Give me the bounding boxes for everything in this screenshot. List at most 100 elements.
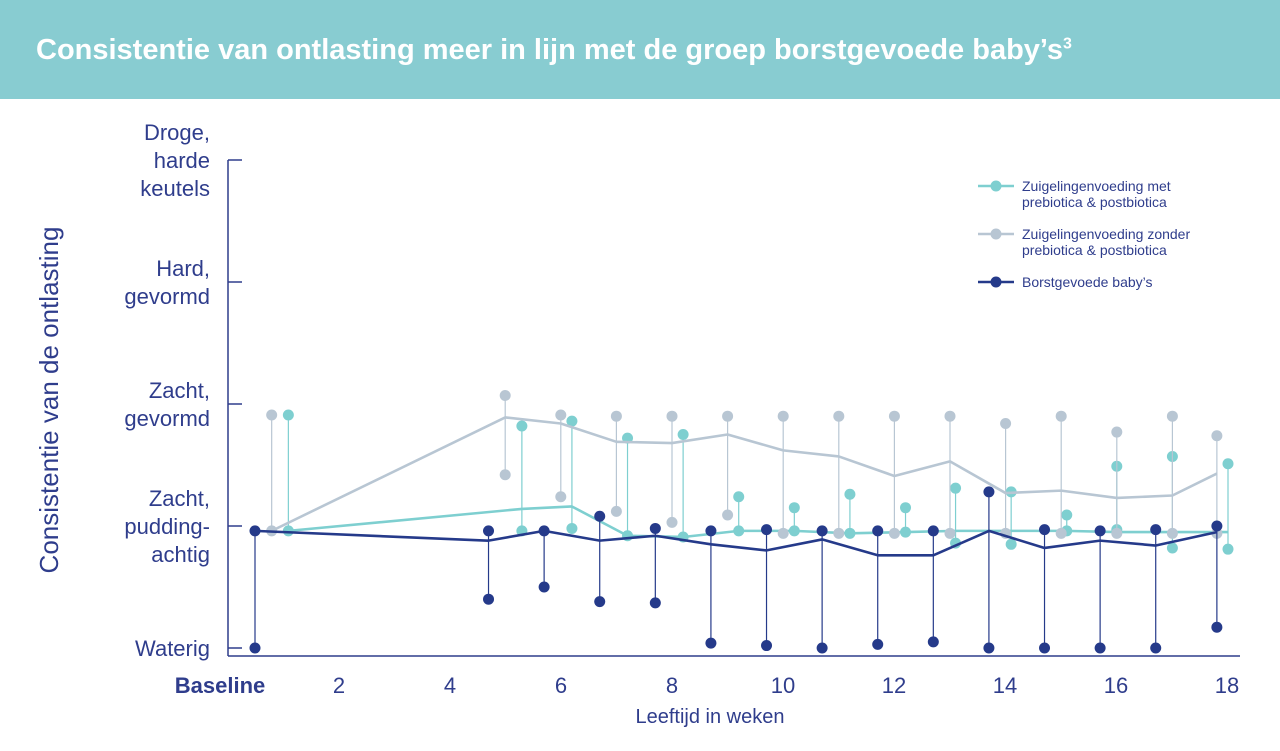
error-bar-lower-point <box>777 527 789 539</box>
error-bar-lower-point <box>944 527 956 539</box>
error-bar-upper-point <box>1000 418 1012 430</box>
error-bar-upper-point <box>1211 430 1223 442</box>
error-bar-lower-point <box>249 642 261 654</box>
x-axis: Baseline 2 4 6 8 10 12 14 16 18 <box>175 655 1240 698</box>
error-bar-upper-point <box>538 525 550 537</box>
y-axis: Waterig Zacht, pudding-achtig Zacht, gevormd… <box>124 120 242 661</box>
error-bar-lower-point <box>566 522 578 534</box>
x-tick-label: 14 <box>993 673 1017 698</box>
legend-label: Zuigelingenvoeding met <box>1022 178 1171 194</box>
error-bar-upper-point <box>1222 458 1234 470</box>
error-bar-upper-point <box>483 525 495 537</box>
error-bar-upper-point <box>1061 509 1073 521</box>
error-bar-upper-point <box>594 510 606 522</box>
error-bar-upper-point <box>872 525 884 537</box>
y-category-label: Zacht, <box>149 378 210 403</box>
error-bar-lower-point <box>499 469 511 481</box>
page-title: Consistentie van ontlasting meer in lijn… <box>36 34 1072 67</box>
error-bar-lower-point <box>733 525 745 537</box>
legend-marker <box>990 228 1002 240</box>
error-bar-upper-point <box>1039 524 1051 536</box>
error-bar-upper-point <box>722 410 734 422</box>
error-bar-upper-point <box>1111 426 1123 438</box>
error-bar-lower-point <box>872 638 884 650</box>
legend-label: Borstgevoede baby’s <box>1022 274 1153 290</box>
y-category-label: gevormd <box>124 284 210 309</box>
x-tick-label: 8 <box>666 673 678 698</box>
error-bar-lower-point <box>705 637 717 649</box>
legend-label: prebiotica & postbiotica <box>1022 194 1167 210</box>
series-2 <box>266 389 1223 539</box>
y-category-label: Waterig <box>135 636 210 661</box>
series-line <box>271 416 1218 533</box>
error-bar-lower-point <box>1150 642 1162 654</box>
error-bar-lower-point <box>1005 538 1017 550</box>
y-category-label: Droge, <box>144 120 210 145</box>
error-bar-lower-point <box>927 636 939 648</box>
error-bar-upper-point <box>1094 525 1106 537</box>
x-tick-label: 6 <box>555 673 567 698</box>
error-bar-upper-point <box>516 420 528 432</box>
error-bar-lower-point <box>722 509 734 521</box>
y-axis-title: Consistentie van de ontlasting <box>34 227 64 574</box>
error-bar-upper-point <box>761 524 773 536</box>
series-line <box>288 505 1228 539</box>
error-bar-upper-point <box>677 429 689 440</box>
x-axis-title: Leeftijd in weken <box>636 706 785 728</box>
x-tick-label: 18 <box>1215 673 1239 698</box>
y-category-label: Hard, <box>156 256 210 281</box>
error-bar-lower-point <box>761 640 773 652</box>
error-bar-lower-point <box>900 526 912 538</box>
x-tick-label: 16 <box>1104 673 1128 698</box>
error-bar-upper-point <box>983 486 995 498</box>
error-bar-upper-point <box>666 410 678 422</box>
y-category-label: harde <box>154 148 210 173</box>
error-bar-lower-point <box>1039 642 1051 654</box>
error-bar-upper-point <box>566 415 578 427</box>
error-bar-upper-point <box>900 502 912 514</box>
error-bar-upper-point <box>944 410 956 422</box>
error-bar-upper-point <box>266 409 278 421</box>
x-tick-label: 4 <box>444 673 456 698</box>
error-bar-lower-point <box>1094 642 1106 654</box>
legend-label: Zuigelingenvoeding zonder <box>1022 226 1190 242</box>
error-bar-upper-point <box>733 491 745 503</box>
error-bar-lower-point <box>610 505 622 517</box>
x-tick-label: Baseline <box>175 673 266 698</box>
error-bar-upper-point <box>1211 520 1223 532</box>
y-category-label: gevormd <box>124 406 210 431</box>
series-1 <box>282 409 1234 555</box>
error-bar-lower-point <box>1222 543 1234 555</box>
y-category-label: keutels <box>140 176 210 201</box>
y-category-label: Zacht, <box>149 486 210 511</box>
error-bar-upper-point <box>844 488 856 500</box>
title-banner: Consistentie van ontlasting meer in lijn… <box>0 0 1280 99</box>
error-bar-upper-point <box>788 502 800 514</box>
error-bar-upper-point <box>777 410 789 422</box>
x-tick-label: 2 <box>333 673 345 698</box>
error-bar-lower-point <box>1166 542 1178 554</box>
x-tick-label: 10 <box>771 673 795 698</box>
error-bar-upper-point <box>555 409 567 421</box>
error-bar-lower-point <box>983 642 995 654</box>
series-layer <box>249 389 1234 654</box>
y-category-label: pudding- <box>124 514 210 539</box>
error-bar-lower-point <box>788 525 800 537</box>
title-footnote-marker: 3 <box>1063 35 1072 53</box>
error-bar-upper-point <box>888 410 900 422</box>
error-bar-lower-point <box>483 593 495 605</box>
error-bar-lower-point <box>844 527 856 539</box>
legend-marker <box>990 180 1002 192</box>
error-bar-lower-point <box>816 642 828 654</box>
error-bar-upper-point <box>282 409 294 421</box>
error-bar-lower-point <box>1055 527 1067 539</box>
x-tick-label: 12 <box>882 673 906 698</box>
error-bar-lower-point <box>666 516 678 528</box>
legend-label: prebiotica & postbiotica <box>1022 242 1167 258</box>
error-bar-upper-point <box>499 389 511 401</box>
legend-marker <box>990 276 1002 288</box>
error-bar-lower-point <box>1111 527 1123 539</box>
error-bar-upper-point <box>249 525 261 537</box>
y-category-label: achtig <box>151 542 210 567</box>
